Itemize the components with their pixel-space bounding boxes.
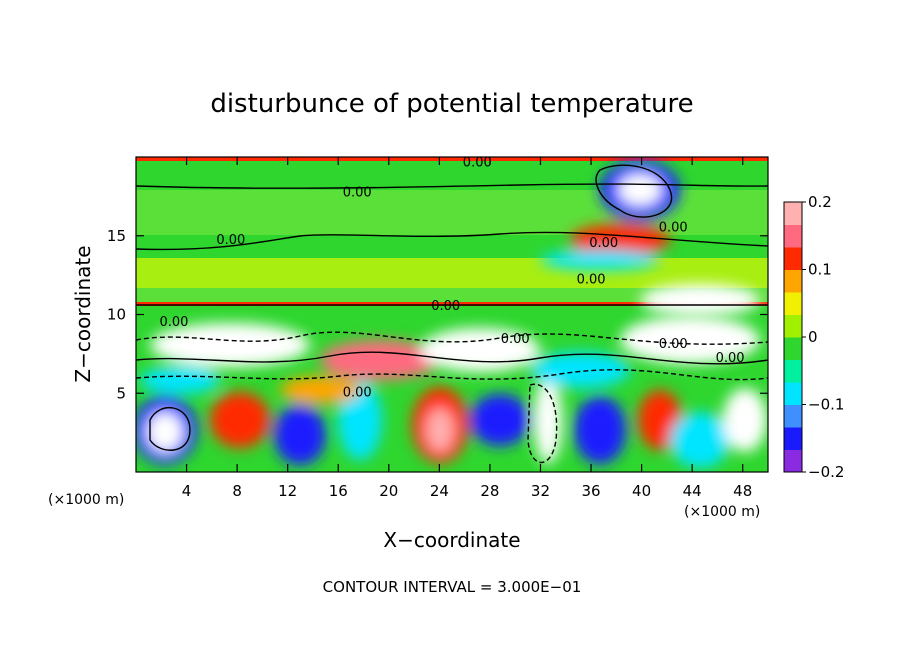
contour-label: 0.00 <box>343 386 372 401</box>
x-tick-label: 48 <box>733 482 752 500</box>
y-tick-label: 15 <box>107 227 126 245</box>
colorbar-segment <box>784 292 802 315</box>
colorbar-segment <box>784 404 802 428</box>
x-tick-label: 4 <box>182 482 192 500</box>
contour-label: 0.00 <box>216 233 245 248</box>
x-tick-label: 16 <box>329 482 348 500</box>
x-axis: 4 8 12 16 20 24 28 32 36 40 44 48 <box>182 157 752 500</box>
colorbar-tick-label: 0.2 <box>808 193 832 211</box>
contour-labels: 0.00 0.00 0.00 0.00 0.00 0.00 0.00 0.00 0.00 0.00… <box>159 156 745 401</box>
contour-label: 0.00 <box>431 299 460 314</box>
x-axis-label: X−coordinate <box>383 528 520 552</box>
y-tick-label: 10 <box>107 306 126 324</box>
contour-label: 0.00 <box>659 220 688 235</box>
x-tick-label: 36 <box>581 482 600 500</box>
x-tick-label: 20 <box>379 482 398 500</box>
y-axis-label: Z−coordinate <box>71 245 95 382</box>
x-tick-label: 32 <box>531 482 550 500</box>
tropopause-band <box>136 302 768 306</box>
colorbar-tick-label: −0.2 <box>808 463 844 481</box>
contour-label: 0.00 <box>589 236 618 251</box>
contour-label: 0.00 <box>501 332 530 347</box>
plume <box>540 160 760 316</box>
x-unit-left: (×1000 m) <box>48 492 124 508</box>
colorbar-segment <box>784 269 802 293</box>
x-tick-label: 8 <box>232 482 242 500</box>
contour-label: 0.00 <box>343 186 372 201</box>
colorbar-segment <box>784 427 802 450</box>
colorbar: 0.2 0.1 0 −0.1 −0.2 <box>783 193 844 481</box>
light-band <box>136 288 768 302</box>
x-unit-right: (×1000 m) <box>684 504 760 520</box>
top-strip <box>136 157 768 161</box>
chart-title: disturbunce of potential temperature <box>210 89 693 119</box>
y-axis: 5 10 15 <box>107 227 768 402</box>
contour-label: 0.00 <box>716 351 745 366</box>
x-tick-label: 28 <box>480 482 499 500</box>
colorbar-segment <box>784 314 802 338</box>
contour-label: 0.00 <box>159 315 188 330</box>
colorbar-tick-label: 0 <box>808 328 818 346</box>
colorbar-tick-label: 0.1 <box>808 261 832 279</box>
colorbar-segment <box>784 202 802 225</box>
contour-label: 0.00 <box>577 272 606 287</box>
x-tick-label: 40 <box>632 482 651 500</box>
y-tick-label: 5 <box>116 384 126 402</box>
plot-area: 0.00 0.00 0.00 0.00 0.00 0.00 0.00 0.00 0.00 0.00… <box>136 156 768 472</box>
colorbar-segment <box>784 224 802 248</box>
contour-label: 0.00 <box>463 156 492 171</box>
x-tick-label: 12 <box>278 482 297 500</box>
colorbar-segment <box>784 359 802 383</box>
contour-interval: CONTOUR INTERVAL = 3.000E−01 <box>323 578 582 596</box>
colorbar-segment <box>784 449 802 473</box>
colorbar-segment <box>784 247 802 270</box>
contour-lines <box>136 164 768 464</box>
yellow-band <box>136 258 768 288</box>
colorbar-segment <box>784 382 802 405</box>
colorbar-tick-label: −0.1 <box>808 396 844 414</box>
contour-label: 0.00 <box>659 337 688 352</box>
colorbar-segment <box>784 337 802 360</box>
x-tick-label: 24 <box>430 482 449 500</box>
x-tick-label: 44 <box>683 482 702 500</box>
